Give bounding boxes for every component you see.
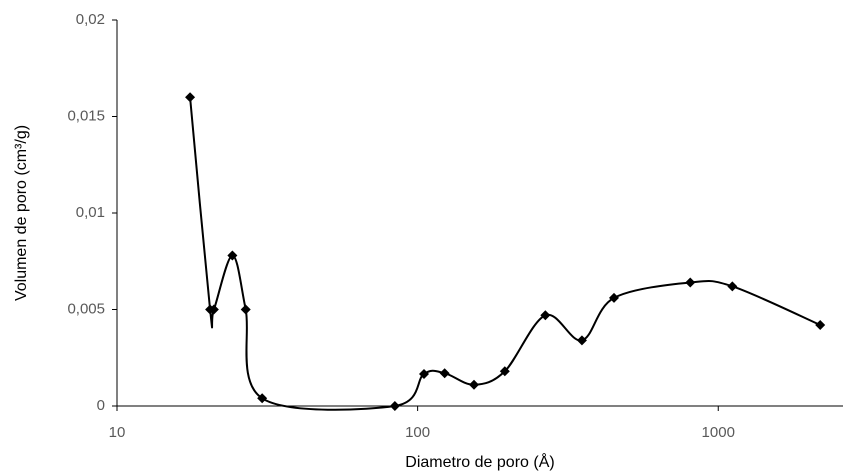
- y-tick-label: 0,015: [67, 107, 105, 124]
- marker: [815, 319, 826, 330]
- x-tick-label: 10: [109, 424, 126, 441]
- marker: [240, 304, 251, 315]
- marker: [727, 281, 738, 292]
- marker: [499, 366, 510, 377]
- x-axis-title: Diametro de poro (Å): [405, 452, 554, 471]
- marker: [208, 304, 219, 315]
- y-tick-label: 0: [97, 397, 105, 414]
- y-tick-label: 0,01: [76, 204, 105, 221]
- y-axis-title: Volumen de poro (cm³/g): [13, 125, 30, 301]
- marker: [257, 393, 268, 404]
- marker: [418, 368, 429, 379]
- y-tick-label: 0,02: [76, 11, 105, 28]
- marker: [576, 335, 587, 346]
- x-tick-label: 100: [405, 424, 430, 441]
- marker: [608, 292, 619, 303]
- marker: [439, 368, 450, 379]
- marker: [185, 92, 196, 103]
- marker: [227, 250, 238, 261]
- marker: [685, 277, 696, 288]
- y-tick-label: 0,005: [67, 300, 105, 317]
- marker: [468, 379, 479, 390]
- line: [189, 97, 821, 411]
- marker: [540, 310, 551, 321]
- marker: [389, 401, 400, 411]
- x-tick-label: 1000: [702, 424, 735, 441]
